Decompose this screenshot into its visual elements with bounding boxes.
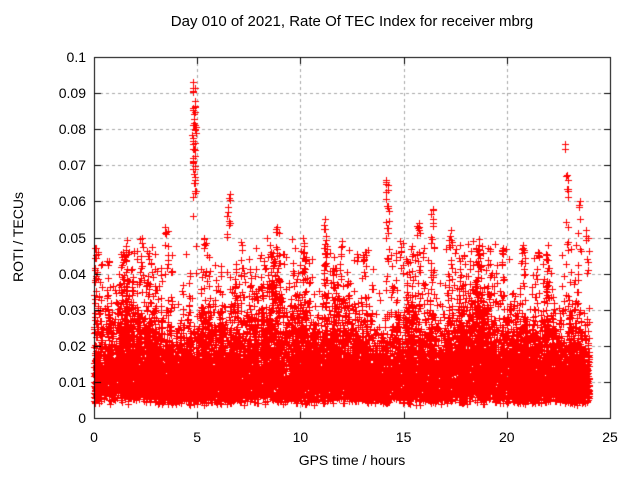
y-tick-label: 0.02 [58,337,86,354]
y-tick-label: 0.1 [66,49,86,65]
y-tick-label: 0 [78,410,86,426]
x-tick-label: 5 [193,429,202,445]
x-tick-label: 15 [395,429,412,445]
y-tick-label: 0.08 [58,121,86,138]
y-tick-label: 0.07 [58,157,86,174]
y-tick-label: 0.01 [58,373,86,390]
x-tick-label: 10 [292,429,309,445]
y-tick-label: 0.06 [58,193,86,210]
x-tick-label: 20 [499,429,515,445]
x-axis-label: GPS time / hours [298,452,406,468]
y-tick-label: 0.05 [58,229,86,246]
y-tick-label: 0.03 [58,301,86,318]
x-tick-label: 0 [90,429,98,445]
x-tick-label: 25 [602,429,618,445]
y-tick-label: 0.09 [58,85,86,102]
chart-title: Day 010 of 2021, Rate Of TEC Index for r… [170,13,534,30]
y-tick-label: 0.04 [58,265,86,282]
